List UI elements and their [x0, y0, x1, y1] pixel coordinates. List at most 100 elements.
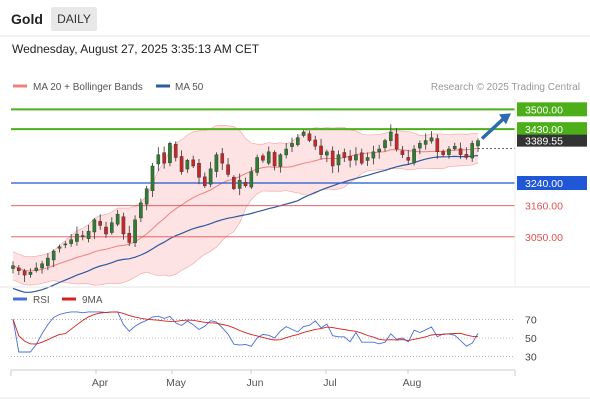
candle	[191, 155, 195, 168]
candle	[377, 144, 381, 159]
candle-body	[133, 219, 137, 244]
candle	[57, 244, 62, 253]
candle-body	[290, 143, 294, 147]
candle	[104, 221, 108, 238]
candle-body	[371, 151, 376, 159]
level-label-3240.00: 3240.00	[525, 178, 563, 190]
candle-body	[156, 154, 161, 165]
candle	[179, 150, 184, 175]
candle-body	[191, 159, 195, 167]
candle	[284, 142, 288, 159]
candle-body	[28, 272, 33, 275]
candle	[162, 146, 166, 169]
candle-body	[307, 133, 312, 141]
candle	[156, 147, 161, 172]
x-label-Jul: Jul	[323, 377, 336, 389]
ma20-line	[12, 147, 479, 272]
candle	[255, 154, 259, 176]
rsi-line	[12, 311, 479, 353]
candle	[418, 140, 422, 155]
candle	[150, 162, 155, 197]
candle-body	[435, 138, 440, 153]
candle-body	[173, 143, 178, 158]
candle	[133, 215, 137, 248]
chart-title: Gold	[11, 11, 43, 27]
x-label-Apr: Apr	[92, 377, 109, 389]
price-pane: 3500.00 3430.00 3240.00 3160.00 3050.00 3389.…	[11, 102, 587, 293]
candle	[383, 138, 387, 152]
candle	[266, 146, 271, 166]
candle-body	[243, 181, 248, 187]
candle-body	[365, 157, 370, 161]
bollinger-upper-line	[12, 124, 479, 258]
candle-body	[261, 155, 265, 161]
bollinger-band-fill	[13, 125, 478, 286]
rsi-pane: 70 50 30	[11, 311, 537, 364]
candle-body	[458, 148, 463, 155]
candle	[46, 253, 50, 271]
rsi-tick-50: 50	[525, 333, 537, 345]
candle	[371, 145, 376, 165]
candle-body	[418, 143, 422, 149]
candle	[412, 145, 416, 166]
candle	[144, 185, 149, 211]
candle	[121, 212, 126, 240]
candle-body	[284, 148, 288, 156]
candle	[232, 175, 236, 191]
candle-body	[464, 154, 469, 158]
candle	[139, 198, 143, 223]
candle	[75, 226, 79, 246]
candle	[278, 153, 283, 173]
candle-body	[389, 131, 393, 141]
candle-body	[179, 156, 184, 172]
candle-body	[86, 230, 91, 239]
candle	[272, 150, 277, 171]
candle	[197, 158, 201, 185]
rsi-tick-70: 70	[525, 314, 537, 326]
candle-body	[313, 139, 318, 147]
bollinger-lower-line	[12, 162, 479, 286]
candle	[115, 209, 120, 227]
candle	[330, 146, 335, 174]
candle-body	[441, 151, 445, 155]
candle	[435, 134, 440, 159]
candle-body	[394, 133, 399, 150]
legend-rsi-label: RSI	[33, 295, 50, 306]
candle-body	[121, 216, 126, 235]
candle	[208, 161, 213, 188]
candle	[429, 131, 434, 144]
header-bar	[0, 0, 590, 36]
candle	[11, 261, 15, 274]
candle-body	[150, 165, 155, 191]
candle	[476, 138, 480, 152]
level-tag-3240.00	[517, 176, 587, 190]
current-price-label: 3389.55	[525, 136, 563, 148]
candle	[237, 173, 242, 196]
candle	[28, 268, 33, 278]
candle	[296, 134, 300, 147]
candle	[40, 260, 44, 274]
candle-body	[423, 140, 428, 145]
candle-body	[162, 152, 166, 164]
legend-9ma-label: 9MA	[82, 295, 103, 306]
candle	[220, 148, 225, 171]
candle	[348, 150, 352, 168]
candle-body	[470, 143, 474, 159]
candle	[92, 217, 97, 240]
candle-body	[168, 143, 172, 164]
candle-body	[249, 171, 254, 188]
candle-body	[272, 152, 277, 167]
candle-body	[110, 222, 114, 233]
timeframe-badge[interactable]	[51, 7, 97, 31]
candle-body	[452, 145, 457, 150]
candle-body	[144, 188, 149, 205]
candle	[226, 158, 230, 177]
candle	[127, 225, 132, 246]
candle-body	[359, 152, 364, 164]
legend-bollinger-label: MA 20 + Bollinger Bands	[33, 82, 143, 93]
candle	[447, 146, 451, 159]
candle	[359, 148, 364, 166]
candle	[63, 241, 68, 249]
candle	[261, 153, 265, 163]
level-label-3500.00: 3500.00	[525, 104, 563, 116]
